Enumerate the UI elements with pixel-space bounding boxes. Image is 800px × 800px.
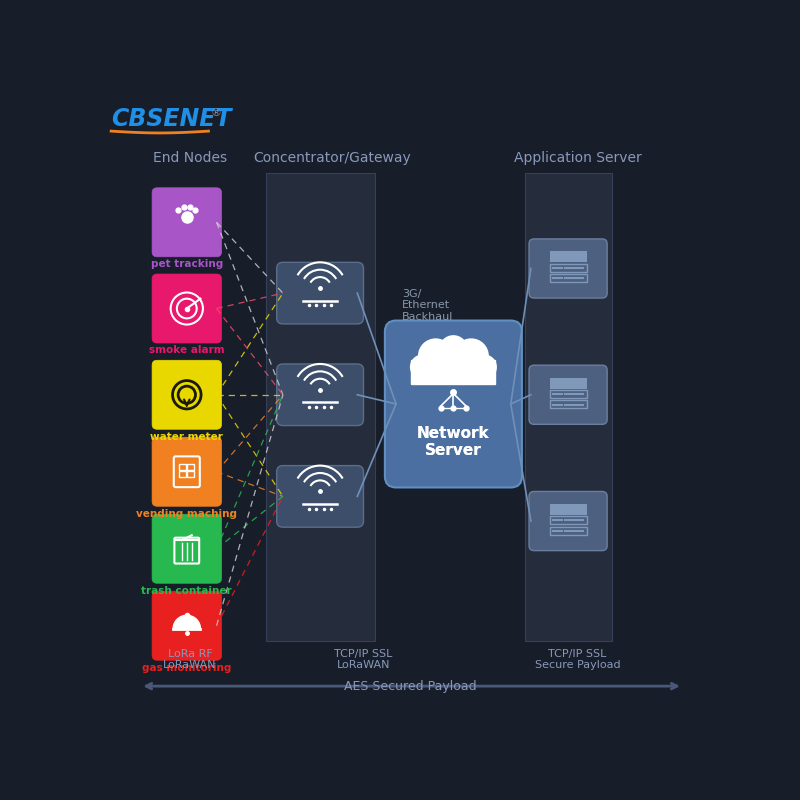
Circle shape (454, 338, 489, 374)
FancyBboxPatch shape (152, 360, 222, 430)
FancyBboxPatch shape (411, 360, 495, 384)
Bar (187, 464, 194, 470)
Text: trash container: trash container (142, 586, 232, 596)
Text: Concentrator/Gateway: Concentrator/Gateway (254, 150, 411, 165)
FancyBboxPatch shape (266, 173, 374, 641)
FancyBboxPatch shape (525, 173, 611, 641)
Text: CBSENET: CBSENET (111, 106, 232, 130)
FancyBboxPatch shape (529, 239, 607, 298)
FancyBboxPatch shape (152, 591, 222, 660)
FancyBboxPatch shape (550, 378, 586, 389)
FancyBboxPatch shape (550, 504, 586, 515)
FancyBboxPatch shape (152, 514, 222, 583)
FancyBboxPatch shape (277, 364, 363, 426)
Wedge shape (173, 615, 201, 629)
FancyBboxPatch shape (529, 491, 607, 550)
Text: smoke alarm: smoke alarm (149, 346, 225, 355)
Text: LoRa RF
LoRaWAN: LoRa RF LoRaWAN (163, 649, 217, 670)
Bar (187, 471, 194, 478)
Circle shape (439, 335, 468, 364)
Text: water meter: water meter (150, 432, 223, 442)
Text: AES Secured Payload: AES Secured Payload (344, 680, 476, 693)
Text: pet tracking: pet tracking (150, 259, 223, 270)
Text: vending maching: vending maching (136, 509, 238, 518)
Text: Network
Server: Network Server (417, 426, 490, 458)
FancyBboxPatch shape (152, 438, 222, 506)
Circle shape (471, 354, 497, 380)
FancyBboxPatch shape (277, 466, 363, 527)
FancyBboxPatch shape (152, 274, 222, 343)
Bar (179, 471, 186, 478)
FancyBboxPatch shape (277, 262, 363, 324)
Text: Application Server: Application Server (514, 150, 642, 165)
FancyBboxPatch shape (529, 365, 607, 424)
Bar (179, 464, 186, 470)
Circle shape (410, 354, 436, 380)
Text: TCP/IP SSL
Secure Payload: TCP/IP SSL Secure Payload (534, 649, 620, 670)
FancyBboxPatch shape (550, 251, 586, 262)
FancyBboxPatch shape (152, 188, 222, 257)
Text: End Nodes: End Nodes (153, 150, 227, 165)
Text: ®: ® (210, 108, 222, 118)
Text: 3G/
Ethernet
Backhaul: 3G/ Ethernet Backhaul (402, 289, 454, 322)
Text: Network
Server: Network Server (417, 426, 490, 458)
Text: TCP/IP SSL
LoRaWAN: TCP/IP SSL LoRaWAN (334, 649, 393, 670)
Text: gas monitoring: gas monitoring (142, 662, 231, 673)
FancyBboxPatch shape (385, 321, 522, 487)
Circle shape (418, 338, 454, 374)
